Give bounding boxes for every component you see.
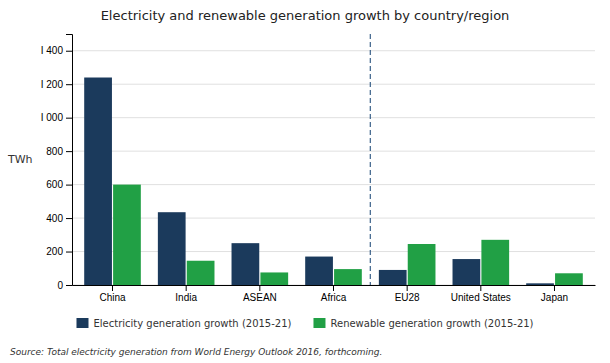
x-tick-label: Japan	[541, 292, 568, 303]
grid-line	[72, 218, 595, 219]
grid-line	[72, 50, 595, 51]
x-tick-mark	[407, 285, 408, 291]
x-tick: India	[175, 285, 197, 303]
y-axis-line	[66, 35, 73, 286]
bar	[232, 243, 260, 285]
y-tick-mark	[66, 84, 72, 85]
y-tick-mark	[66, 285, 72, 286]
bar	[379, 270, 407, 285]
plot: 0 200 400 600 800 I 000 I 200 I 400 China India AS…	[41, 34, 596, 303]
x-tick-label: United States	[451, 292, 511, 303]
separator	[370, 34, 371, 285]
grid	[72, 51, 595, 285]
bar	[453, 259, 481, 285]
grid-line	[72, 151, 595, 152]
grid-line	[72, 117, 595, 118]
legend-swatch	[313, 318, 325, 328]
x-tick: China	[99, 285, 126, 303]
legend-item: Renewable generation growth (2015-21)	[313, 318, 533, 329]
y-tick: I 200	[41, 79, 72, 90]
bar	[526, 283, 554, 285]
x-tick-mark	[554, 285, 555, 291]
bar	[555, 273, 583, 285]
y-axis: 0 200 400 600 800 I 000 I 200 I 400	[41, 35, 73, 291]
x-tick: Africa	[321, 285, 347, 303]
y-tick-label: 800	[46, 146, 63, 157]
y-tick-label: 200	[46, 246, 63, 257]
legend-item: Electricity generation growth (2015-21)	[76, 318, 291, 329]
grid-line	[72, 184, 595, 185]
x-tick-label: India	[175, 292, 197, 303]
x-tick: ASEAN	[243, 285, 277, 303]
y-tick: 600	[46, 179, 72, 190]
x-tick-mark	[333, 285, 334, 291]
bars	[84, 78, 583, 285]
bar	[481, 240, 509, 285]
y-tick-label: I 400	[41, 45, 64, 56]
y-tick: 200	[46, 246, 72, 257]
y-tick: 800	[46, 146, 72, 157]
x-tick: Japan	[541, 285, 568, 303]
x-tick-mark	[480, 285, 481, 291]
y-tick-mark	[66, 118, 72, 119]
bar	[408, 244, 436, 285]
bar	[260, 272, 288, 285]
x-tick-label: Africa	[321, 292, 347, 303]
legend-label: Electricity generation growth (2015-21)	[93, 318, 291, 329]
y-tick-mark	[66, 51, 72, 52]
x-tick: United States	[451, 285, 511, 303]
y-tick-label: 400	[46, 213, 63, 224]
y-tick: 400	[46, 213, 72, 224]
legend-label: Renewable generation growth (2015-21)	[330, 318, 533, 329]
bar	[84, 78, 112, 285]
grid-line	[72, 84, 595, 85]
y-tick: 0	[57, 280, 72, 291]
title: Electricity and renewable generation gro…	[101, 8, 510, 23]
y-tick-label: 600	[46, 179, 63, 190]
y-tick-mark	[66, 151, 72, 152]
bar	[305, 257, 333, 285]
source: Source: Total electricity generation fro…	[10, 347, 382, 357]
x-tick-mark	[259, 285, 260, 291]
y-tick: I 000	[41, 112, 72, 123]
bar	[187, 261, 215, 285]
bar	[113, 185, 141, 285]
bar	[158, 212, 186, 285]
y-tick-mark	[66, 185, 72, 186]
y-tick-mark	[66, 218, 72, 219]
y-tick-label: 0	[57, 280, 63, 291]
x-tick-mark	[186, 285, 187, 291]
x-tick-label: EU28	[395, 292, 420, 303]
bar	[334, 269, 362, 285]
x-tick-mark	[112, 285, 113, 291]
y-tick: I 400	[41, 45, 72, 56]
x-tick: EU28	[395, 285, 420, 303]
y-tick-label: I 000	[41, 112, 64, 123]
x-tick-label: ASEAN	[243, 292, 277, 303]
x-tick-label: China	[99, 292, 126, 303]
legend-swatch	[76, 318, 88, 328]
y-tick-mark	[66, 252, 72, 253]
x-axis: China India ASEAN Africa EU28 United States Ja…	[73, 285, 596, 303]
y-axis-label: TWh	[7, 153, 33, 166]
grid-line	[72, 251, 595, 252]
chart: 0 200 400 600 800 I 000 I 200 I 400 China India AS…	[0, 0, 610, 363]
legend: Electricity generation growth (2015-21) R…	[76, 318, 533, 329]
y-tick-label: I 200	[41, 79, 64, 90]
